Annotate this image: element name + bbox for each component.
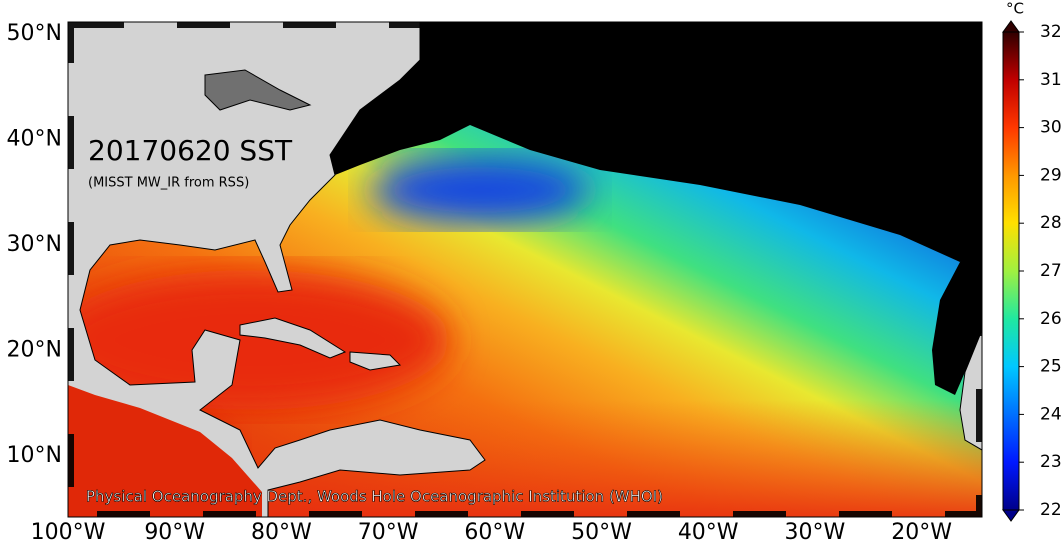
map-border [68,22,982,517]
colorbar-tick-label: 23 [1040,452,1061,472]
sst-field [68,270,450,410]
colorbar-tick-label: 30 [1040,118,1061,138]
lon-label: 20°W [891,520,952,545]
colorbar-tick-label: 32 [1040,22,1061,42]
lat-label: 50°N [7,21,62,46]
lon-label: 80°W [251,520,312,545]
colorbar-tick-label: 29 [1040,165,1061,185]
no-data [932,240,982,395]
lat-label: 30°N [7,232,62,257]
colorbar-tick-label: 31 [1040,70,1061,90]
lon-label: 30°W [785,520,846,545]
colorbar [1002,31,1020,511]
no-data [330,22,982,262]
lat-label: 40°N [7,127,62,152]
lat-label: 10°N [7,443,62,468]
land [239,317,347,359]
colorbar-tick-label: 22 [1040,500,1061,520]
colorbar-tick-label: 24 [1040,404,1061,424]
map-title: 20170620 SST [88,134,293,167]
colorbar-tick-label: 27 [1040,261,1061,281]
lakes [204,69,312,111]
lon-label: 90°W [144,520,205,545]
lon-label: 50°W [571,520,632,545]
lon-label: 70°W [358,520,419,545]
map-area [68,22,982,517]
colorbar-cap [1002,509,1020,522]
credit: Physical Oceanography Dept., Woods Hole … [86,488,663,506]
lon-label: 60°W [464,520,525,545]
ocean-pacific [68,385,262,517]
colorbar-tick-label: 25 [1040,357,1061,377]
colorbar-unit: °C [1006,0,1024,18]
sst-field [370,155,590,225]
colorbar-cap [1002,20,1020,33]
land [68,22,486,517]
lon-label: 100°W [31,520,106,545]
colorbar-tick-label: 26 [1040,309,1061,329]
lat-label: 20°N [7,338,62,363]
land [349,351,402,371]
lon-label: 40°W [678,520,739,545]
map-subtitle: (MISST MW_IR from RSS) [88,176,249,191]
colorbar-tick-label: 28 [1040,213,1061,233]
